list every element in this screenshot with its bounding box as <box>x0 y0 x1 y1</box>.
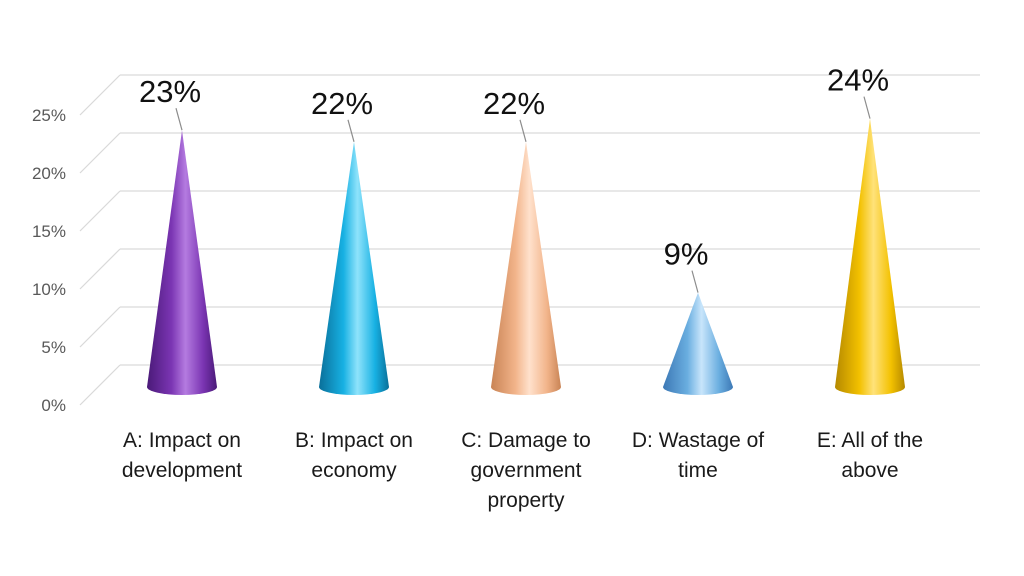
y-tick-label: 5% <box>41 338 66 357</box>
category-label-line: time <box>678 459 718 482</box>
data-labels: 23% 22% 22% 9% 24% <box>139 63 889 272</box>
gridline-diagonal <box>79 364 121 406</box>
category-label: B: Impact on economy <box>295 429 413 482</box>
data-label: 24% <box>827 63 889 98</box>
leader-line <box>863 96 871 119</box>
gridline-diagonal <box>79 132 121 174</box>
category-label: A: Impact on development <box>122 429 242 482</box>
category-label: D: Wastage of time <box>632 429 764 482</box>
data-label: 22% <box>483 86 545 121</box>
category-label: C: Damage to government property <box>461 429 591 512</box>
cone-bar <box>147 130 217 395</box>
leader-line <box>175 108 183 131</box>
category-label-line: economy <box>311 459 397 482</box>
category-label: E: All of the above <box>817 429 923 482</box>
category-label-line: government <box>471 459 582 482</box>
leader-line <box>691 270 699 293</box>
y-tick-label: 0% <box>41 396 66 415</box>
category-label-line: above <box>841 459 898 482</box>
gridline-diagonal <box>79 190 121 232</box>
y-tick-label: 20% <box>32 164 66 183</box>
category-label-line: A: Impact on <box>123 429 241 452</box>
cone-bar <box>491 141 561 395</box>
y-tick-label: 25% <box>32 106 66 125</box>
category-label-line: B: Impact on <box>295 429 413 452</box>
cone-bar <box>835 118 905 395</box>
y-tick-label: 15% <box>32 222 66 241</box>
category-label-line: development <box>122 459 242 482</box>
leader-lines <box>175 96 871 293</box>
gridline-diagonal <box>79 74 121 116</box>
cone-bar <box>663 292 733 395</box>
leader-line <box>347 119 355 142</box>
data-label: 22% <box>311 86 373 121</box>
data-label: 9% <box>664 237 709 272</box>
category-label-line: C: Damage to <box>461 429 591 452</box>
y-tick-label: 10% <box>32 280 66 299</box>
leader-line <box>519 119 527 142</box>
data-label: 23% <box>139 74 201 109</box>
gridlines <box>79 74 980 406</box>
category-labels: A: Impact on development B: Impact on econo… <box>122 429 923 512</box>
cones <box>147 118 905 395</box>
gridline-diagonal <box>79 248 121 290</box>
cone-bar <box>319 141 389 395</box>
category-label-line: property <box>487 489 565 512</box>
category-label-line: D: Wastage of <box>632 429 764 452</box>
y-axis-ticks: 0% 5% 10% 15% 20% 25% <box>32 106 66 415</box>
category-label-line: E: All of the <box>817 429 923 452</box>
gridline-diagonal <box>79 306 121 348</box>
